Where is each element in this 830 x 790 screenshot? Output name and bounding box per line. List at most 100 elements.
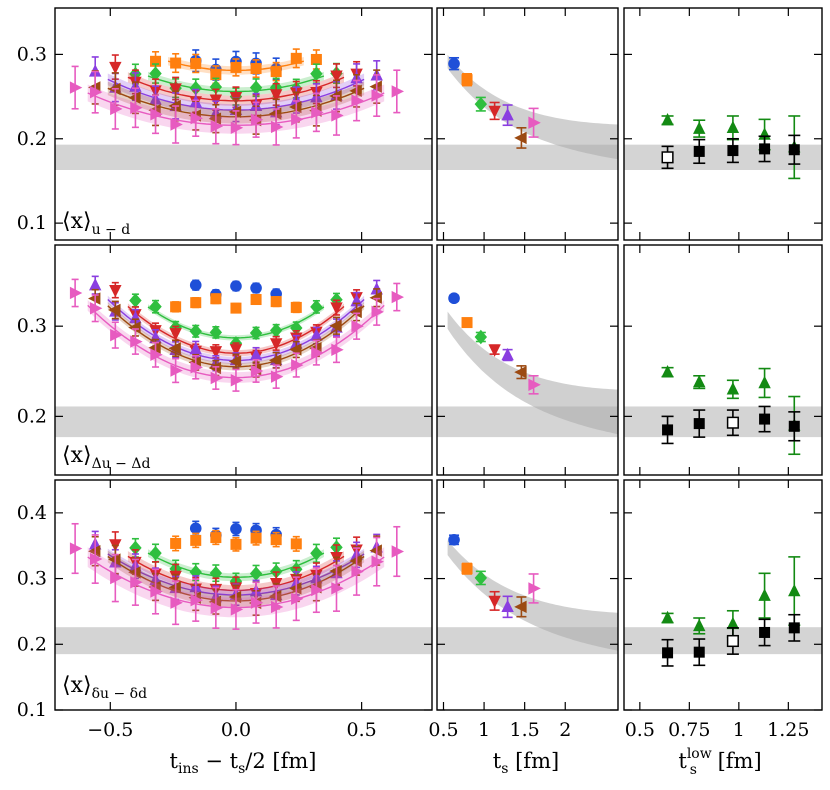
row3-col2-point-6: [514, 600, 527, 614]
row1-observable-label: ⟨x⟩u − d: [62, 209, 130, 238]
row1-col2-point-2: [461, 74, 473, 86]
row2-col1-series-6-point-4: [148, 341, 161, 354]
row1-col3-point-2: [693, 121, 706, 134]
row1-col1-series-7-point-3: [110, 102, 123, 116]
row2-col1-series-6-point-7: [208, 361, 222, 375]
row1-col1-series-7-point-11: [270, 120, 284, 134]
row3-col3-point-4: [758, 588, 771, 601]
row3-col1-series-6-point-2: [108, 553, 121, 566]
row2-col1-series-4-point-4: [169, 328, 182, 341]
row3-col1-series-3-point-7: [249, 566, 263, 581]
row3-col3-point-10: [788, 622, 800, 634]
row2-col1-series-7-point-3: [110, 328, 123, 342]
row1-col1-series-7: [69, 65, 405, 146]
row3-col3-point-2: [693, 618, 706, 632]
row3-col1-series-2-point-4: [230, 538, 242, 550]
row2-col1-series-6-point-15: [369, 291, 382, 304]
row3-col1-series-6-point-14: [349, 554, 362, 568]
panel-row2-col2: [436, 244, 619, 476]
row1-col1-series-2-point-2: [170, 57, 182, 69]
row3-col1-series-7-point-14: [331, 582, 344, 595]
row1-col1-series-2-fit-band: [168, 57, 304, 75]
row1-col1-series-4-fit-band: [127, 72, 345, 106]
row3-col1-series-7-point-4: [130, 576, 143, 589]
row2-col3-point-3: [726, 382, 740, 395]
col2-x-axis-title: ts [fm]: [493, 749, 559, 777]
row1-col1-series-7-point-1: [69, 81, 83, 94]
row2-col1-series-7-point-14: [331, 343, 344, 357]
row1-col1-series-7-point-17: [391, 85, 405, 98]
row1-col2-point-3: [474, 96, 488, 112]
row3-col3-xtick-label-4: 1.25: [767, 719, 809, 741]
row3-col3-point-5: [788, 583, 801, 597]
row3-col1-ytick-label-2: 0.2: [17, 633, 47, 655]
row2-col1-series-3-point-5: [209, 325, 223, 340]
row3-col1-series-6-point-11: [289, 582, 302, 595]
row3-col2-xtick-label-1: 0.5: [428, 719, 458, 741]
row2-col1-series-6-point-13: [329, 319, 342, 332]
row2-col1-series-4-point-9: [269, 338, 283, 351]
row2-col1-series-2-point-6: [270, 296, 282, 308]
row1-col1-series-2-point-9: [310, 53, 322, 65]
row2-col3-point-9: [759, 413, 771, 425]
row1-col2-point-4: [488, 105, 501, 119]
row1-col1-series-2-point-7: [270, 66, 282, 78]
row2-col1-series-3-point-4: [189, 324, 202, 339]
row2-col1-series-6-point-5: [168, 342, 181, 355]
row3-col1-series-7-point-16: [371, 555, 384, 568]
row3-col1-xtick-label-3: 0.5: [347, 719, 377, 741]
row2-col1-series-7-point-7: [190, 361, 203, 374]
row1-col3-point-1: [661, 113, 674, 126]
row1-col1-series-7-point-13: [311, 106, 324, 119]
row3-col1-series-7-point-12: [291, 592, 304, 605]
row2-col1-series-7: [69, 278, 405, 392]
row2-col1-series-3-point-1: [129, 293, 142, 308]
row2-col1-series-7-point-13: [311, 346, 324, 359]
row2-col1-series-2-point-7: [290, 301, 302, 313]
row1-col1-series-3-point-2: [149, 66, 162, 81]
row3-observable-label: ⟨x⟩δu − δd: [62, 673, 147, 702]
col3-x-axis-title: tlow s [fm]: [678, 746, 761, 778]
panel-row2-col1: 0.2 0.3: [17, 244, 433, 476]
row3-col1-series-6-point-10: [268, 590, 282, 603]
row3-col3-point-9: [759, 626, 771, 638]
row2-col1-series-6-point-14: [349, 305, 362, 319]
row2-col1-series-5-point-3: [129, 310, 142, 324]
row2-col1-series-4-point-1: [109, 284, 122, 298]
row2-col1-series-7-point-5: [150, 348, 163, 361]
row2-col1-series-3-point-7: [249, 325, 263, 341]
row1-col1-series-3-point-4: [189, 80, 202, 96]
row1-col1-ytick-label-2: 0.2: [17, 128, 47, 150]
row1-col1-series-3-point-5: [209, 79, 223, 95]
row3-col1-series-6-point-15: [369, 544, 382, 557]
row3-col1-series-7-point-11: [270, 600, 284, 614]
row2-col1-series-2-point-2: [190, 297, 202, 309]
row1-col1-series-7-point-15: [351, 94, 364, 107]
row3-col1-series-7-point-13: [311, 583, 324, 597]
row3-col1-series-2-point-5: [250, 532, 262, 544]
panel-row3-col2: 0.5 1 1.5 2: [428, 479, 619, 741]
panel-row1-col2: [436, 7, 619, 241]
row2-col2-point-3: [474, 329, 488, 345]
row3-col1-series-7-point-17: [391, 545, 405, 558]
row3-col1-series-3-point-5: [209, 565, 223, 581]
row2-col3-point-2: [693, 374, 706, 388]
row3-col2-point-3: [474, 570, 488, 586]
row1-col3-point-10: [788, 144, 800, 156]
row1-col3-point-8: [727, 145, 739, 157]
row2-col1-series-7-point-9: [230, 374, 244, 387]
row2-col1-result-band: [55, 406, 432, 438]
row3-col1-result-band: [55, 627, 432, 655]
row2-col3-point-1: [661, 364, 674, 378]
row3-col1-series-3-point-4: [189, 564, 202, 580]
row1-col1-result-band: [55, 144, 432, 170]
row1-col1-series-7-fit-band: [87, 84, 385, 134]
row2-col2-point-7: [528, 378, 541, 392]
row3-col1-series-2-point-6: [270, 534, 282, 546]
row2-col1-series-7-point-15: [351, 320, 364, 333]
row2-col3-point-7: [693, 418, 705, 430]
row3-col2-frame: [436, 479, 619, 711]
row1-col1-series-6-fit-band: [107, 81, 365, 124]
row3-col1-series-7-point-8: [210, 601, 224, 615]
